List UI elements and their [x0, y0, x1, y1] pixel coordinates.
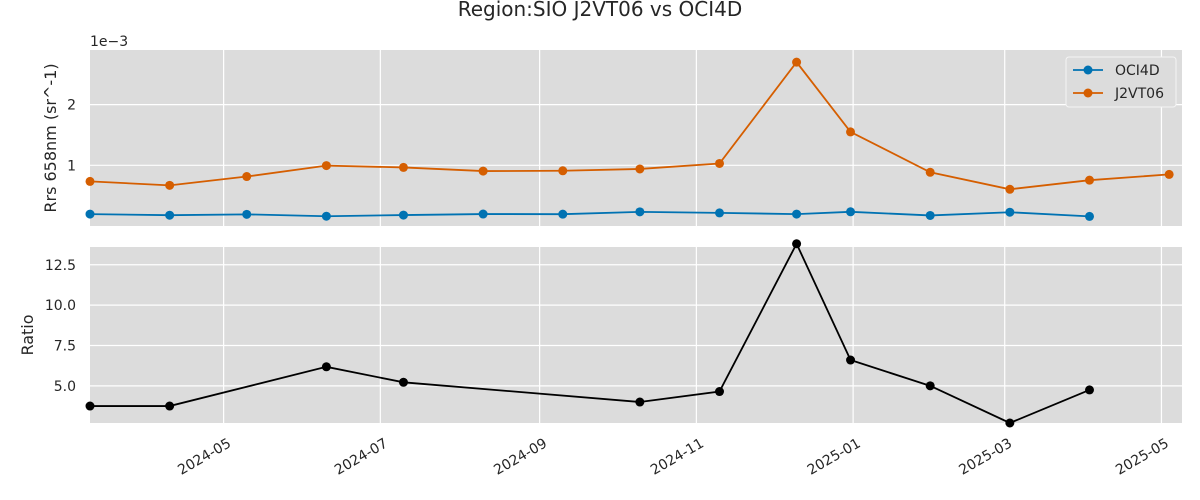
top-point-oci4d — [846, 207, 856, 217]
top-series-points — [85, 57, 1174, 221]
bottom-point-ratio — [165, 401, 175, 411]
top-point-oci4d — [1005, 207, 1015, 217]
top-point-j2vt06 — [1005, 184, 1015, 194]
top-point-j2vt06 — [792, 57, 802, 67]
bottom-series-points — [85, 239, 1095, 428]
top-grid — [90, 50, 1182, 226]
bottom-plot-area — [90, 247, 1182, 423]
top-point-oci4d — [165, 210, 175, 220]
x-tick-label: 2024-09 — [491, 436, 550, 479]
top-point-oci4d — [398, 210, 408, 220]
top-point-j2vt06 — [1085, 175, 1095, 185]
legend: OCI4D J2VT06 — [1065, 56, 1177, 108]
bottom-y-tick-label: 5.0 — [54, 379, 76, 395]
top-point-j2vt06 — [321, 161, 331, 171]
top-point-oci4d — [1085, 211, 1095, 221]
top-point-oci4d — [242, 209, 252, 219]
top-point-j2vt06 — [635, 164, 645, 174]
x-tick-label: 2024-11 — [648, 436, 707, 479]
bottom-y-tick-label: 7.5 — [54, 338, 76, 354]
top-point-oci4d — [635, 207, 645, 217]
legend-j2vt06-label: J2VT06 — [1114, 86, 1164, 102]
top-point-j2vt06 — [85, 176, 95, 186]
bottom-point-ratio — [846, 355, 856, 365]
top-point-j2vt06 — [242, 172, 252, 182]
top-panel: 12 1e−3 Rrs 658nm (sr^-1) OCI4D J2VT06 — [41, 34, 1182, 226]
top-point-j2vt06 — [558, 166, 568, 176]
top-point-oci4d — [715, 208, 725, 218]
legend-oci4d-label: OCI4D — [1115, 63, 1160, 79]
bottom-y-axis-label: Ratio — [18, 314, 37, 355]
top-y-tick-label: 1 — [67, 158, 76, 174]
top-point-oci4d — [792, 209, 802, 219]
legend-oci4d-marker — [1083, 65, 1093, 75]
top-y-tick-label: 2 — [67, 98, 76, 114]
bottom-y-ticks: 5.0 7.5 10.0 12.5 — [45, 258, 76, 395]
x-tick-label: 2024-07 — [332, 436, 391, 479]
x-tick-label: 2025-05 — [1113, 436, 1172, 479]
top-point-j2vt06 — [165, 180, 175, 190]
top-point-j2vt06 — [478, 166, 488, 176]
top-point-oci4d — [558, 209, 568, 219]
x-tick-label: 2025-03 — [956, 436, 1015, 479]
bottom-point-ratio — [925, 381, 935, 391]
bottom-point-ratio — [398, 377, 408, 387]
bottom-y-tick-label: 10.0 — [45, 298, 76, 314]
x-ticks: 2024-05 2024-07 2024-09 2024-11 2025-01 2025-… — [175, 436, 1171, 479]
bottom-point-ratio — [321, 362, 331, 372]
top-point-j2vt06 — [925, 167, 935, 177]
bottom-panel: 5.0 7.5 10.0 12.5 Ratio — [18, 239, 1182, 428]
bottom-point-ratio — [715, 387, 725, 397]
top-point-oci4d — [85, 209, 95, 219]
top-y-axis-label: Rrs 658nm (sr^-1) — [41, 63, 60, 212]
top-series-line-oci4d — [89, 210, 1090, 218]
top-point-j2vt06 — [715, 158, 725, 168]
top-point-oci4d — [925, 210, 935, 220]
bottom-point-ratio — [792, 239, 802, 249]
top-point-j2vt06 — [1164, 169, 1174, 179]
bottom-point-ratio — [1085, 385, 1095, 395]
bottom-point-ratio — [85, 401, 95, 411]
legend-j2vt06-marker — [1083, 88, 1093, 98]
top-point-j2vt06 — [398, 162, 408, 172]
top-point-oci4d — [321, 211, 331, 221]
x-tick-label: 2024-05 — [175, 436, 234, 479]
bottom-y-tick-label: 12.5 — [45, 258, 76, 274]
bottom-point-ratio — [1005, 418, 1015, 428]
x-tick-label: 2025-01 — [805, 436, 864, 479]
chart-title: Region:SIO J2VT06 vs OCI4D — [458, 0, 743, 21]
top-point-oci4d — [478, 209, 488, 219]
bottom-point-ratio — [635, 397, 645, 407]
top-y-ticks: 12 — [67, 98, 76, 175]
top-offset-label: 1e−3 — [90, 34, 128, 50]
top-point-j2vt06 — [846, 127, 856, 137]
top-plot-area — [90, 50, 1182, 226]
